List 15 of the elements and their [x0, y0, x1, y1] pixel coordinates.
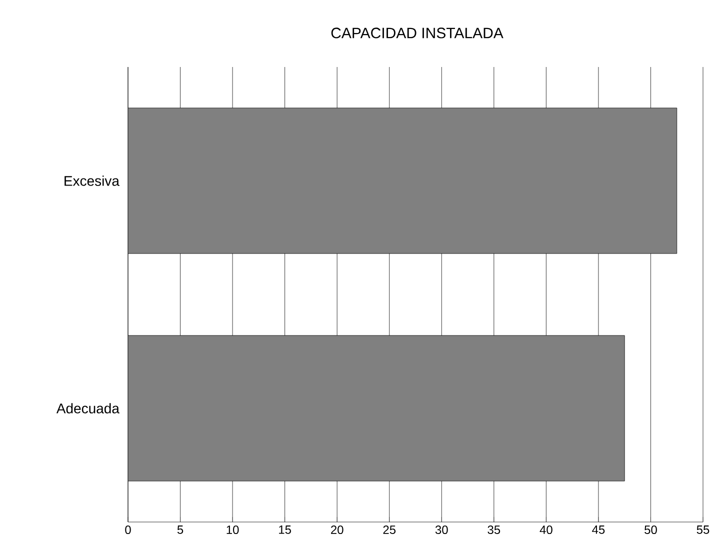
y-tick-label: Adecuada: [56, 403, 120, 414]
x-tick-label: 20: [331, 526, 344, 534]
x-tick-label: 5: [177, 526, 184, 534]
chart-title: CAPACIDAD INSTALADA: [331, 28, 504, 38]
x-tick-label: 30: [435, 526, 448, 534]
x-tick-label: 10: [226, 526, 239, 534]
x-tick-label: 45: [592, 526, 605, 534]
x-tick-label: 55: [696, 526, 710, 534]
x-tick-label: 0: [125, 526, 131, 534]
y-tick-label: Excesiva: [64, 176, 120, 186]
x-tick-label: 25: [383, 526, 396, 534]
x-tick-label: 15: [279, 526, 291, 534]
x-tick-label: 35: [488, 526, 500, 534]
x-tick-label: 50: [644, 526, 657, 534]
x-tick-label: 40: [540, 526, 552, 534]
